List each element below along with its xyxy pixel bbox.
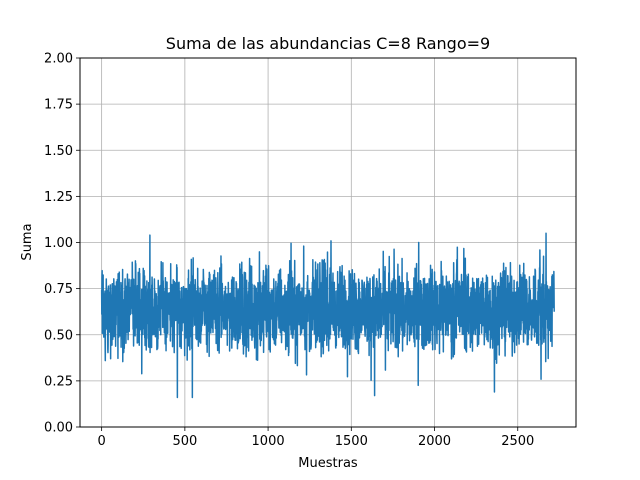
y-tick-label: 1.00 <box>44 236 73 251</box>
grid <box>80 57 576 428</box>
y-tick-label: 0.25 <box>44 374 73 389</box>
y-tick-label: 0.00 <box>44 421 73 436</box>
x-axis-ticks: 0 500 1000 1500 2000 2500 <box>97 427 534 449</box>
data-line-series <box>100 232 555 399</box>
y-tick-label: 1.50 <box>44 144 73 159</box>
chart-title: Suma de las abundancias C=8 Rango=9 <box>166 34 490 53</box>
y-tick-label: 1.75 <box>44 98 73 113</box>
x-axis-label: Muestras <box>298 456 358 471</box>
x-tick-label: 2000 <box>418 434 451 449</box>
y-tick-label: 1.25 <box>44 190 73 205</box>
x-tick-label: 1500 <box>335 434 368 449</box>
y-tick-label: 2.00 <box>44 52 73 67</box>
y-axis-label: Suma <box>20 223 35 260</box>
y-tick-label: 0.75 <box>44 282 73 297</box>
x-tick-label: 500 <box>172 434 197 449</box>
x-tick-label: 0 <box>97 434 105 449</box>
y-axis-ticks: 0.00 0.25 0.50 0.75 1.00 1.25 1.50 1.75 2.00 <box>44 52 80 436</box>
x-tick-label: 1000 <box>252 434 285 449</box>
x-tick-label: 2500 <box>501 434 534 449</box>
data-line <box>100 232 555 399</box>
y-tick-label: 0.50 <box>44 328 73 343</box>
